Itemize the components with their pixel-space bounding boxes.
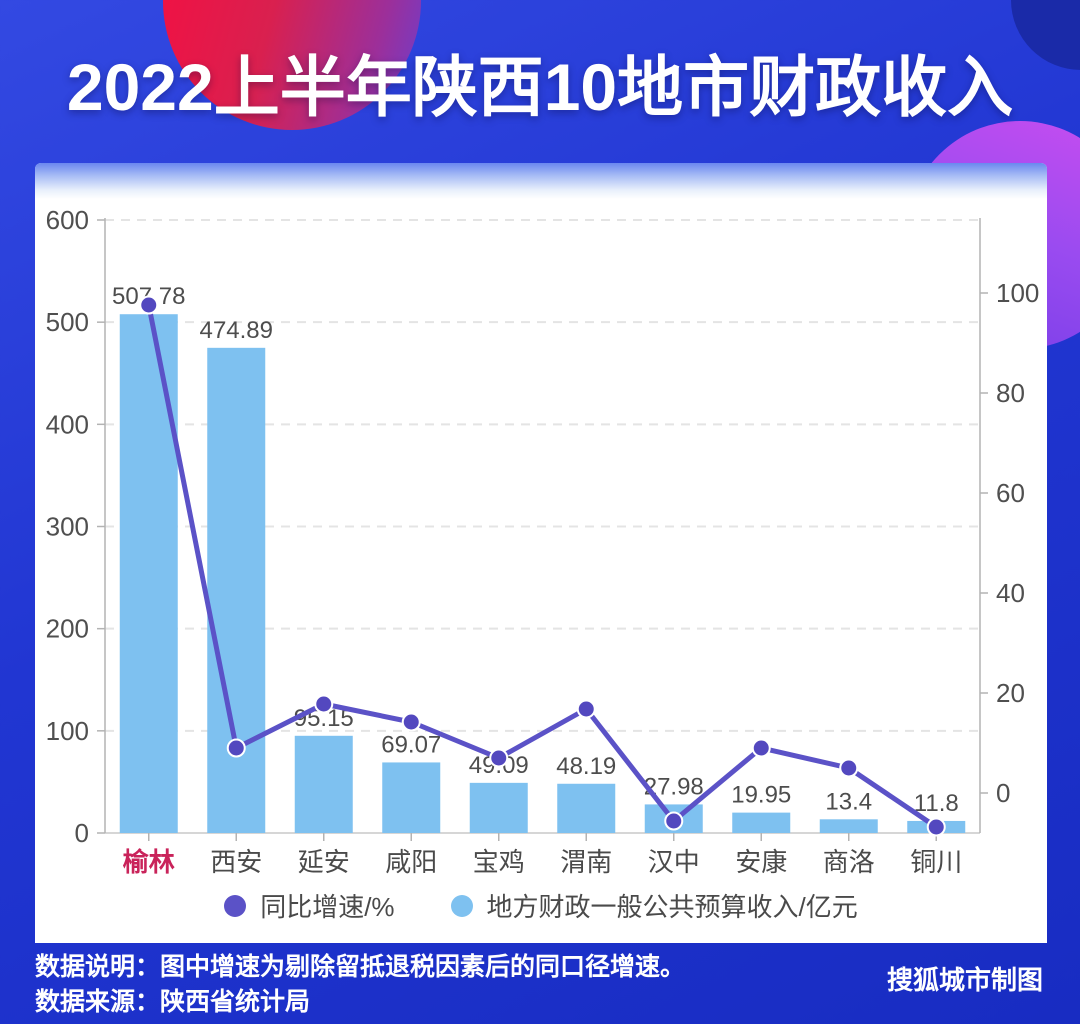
- combo-chart: 0100200300400500600020406080100507.78474…: [46, 205, 1040, 875]
- bar: [207, 347, 266, 833]
- credit-text: 搜狐城市制图: [886, 965, 1043, 995]
- left-axis-tick-label: 300: [46, 512, 89, 542]
- line-marker: [489, 748, 509, 768]
- legend-item-growth: 同比增速/%: [224, 887, 395, 924]
- page-title: 2022上半年陕西10地市财政收入: [66, 50, 1014, 124]
- legend-label-revenue: 地方财政一般公共预算收入/亿元: [486, 892, 858, 922]
- bar-value-label: 19.95: [731, 782, 791, 809]
- data-note-line: 数据说明：图中增速为剔除留抵退税因素后的同口径增速。: [35, 953, 686, 981]
- right-axis-tick-label: 40: [996, 578, 1025, 608]
- left-axis-tick-label: 500: [46, 307, 89, 337]
- footer: 数据说明：图中增速为剔除留抵退税因素后的同口径增速。 数据来源：陕西省统计局 搜…: [35, 950, 1045, 1020]
- x-axis-label: 咸阳: [385, 847, 437, 875]
- bar: [382, 762, 441, 833]
- bar: [819, 819, 878, 833]
- right-axis-tick-label: 20: [996, 678, 1025, 708]
- line-marker: [401, 712, 421, 732]
- left-axis-tick-label: 0: [75, 818, 89, 848]
- bar-value-label: 69.07: [381, 731, 441, 758]
- right-axis-tick-label: 0: [996, 778, 1010, 808]
- line-marker: [576, 699, 596, 719]
- growth-legend-dot-icon: [224, 894, 247, 917]
- line-marker: [839, 758, 859, 778]
- line-marker: [314, 694, 334, 714]
- line-marker: [226, 738, 246, 758]
- right-axis-tick-label: 80: [996, 378, 1025, 408]
- x-axis-label: 宝鸡: [473, 847, 525, 875]
- chart-legend: 同比增速/% 地方财政一般公共预算收入/亿元: [35, 887, 1047, 924]
- left-axis-tick-label: 600: [46, 205, 89, 235]
- line-marker: [664, 811, 684, 831]
- bar: [119, 314, 178, 833]
- left-axis-tick-label: 400: [46, 409, 89, 439]
- x-axis-label: 榆林: [123, 847, 175, 875]
- bar: [469, 782, 528, 833]
- right-axis-tick-label: 60: [996, 478, 1025, 508]
- card-top-gloss: [35, 163, 1047, 199]
- right-axis-tick-label: 100: [996, 278, 1039, 308]
- bar-value-label: 48.19: [556, 753, 616, 780]
- bar: [294, 735, 353, 833]
- x-axis-label: 商洛: [823, 847, 875, 875]
- bar: [557, 783, 616, 833]
- growth-line: [146, 302, 939, 830]
- legend-label-growth: 同比增速/%: [260, 892, 395, 922]
- x-axis-label: 安康: [735, 847, 787, 875]
- x-axis-label: 铜川: [910, 847, 962, 875]
- x-axis-label: 汉中: [648, 847, 700, 875]
- x-axis-label: 渭南: [560, 847, 612, 875]
- bar-value-label: 11.8: [914, 790, 959, 817]
- line-marker: [139, 295, 159, 315]
- line-marker: [751, 738, 771, 758]
- bar-value-label: 474.89: [200, 317, 273, 344]
- bar-value-label: 13.4: [825, 788, 872, 815]
- legend-item-revenue: 地方财政一般公共预算收入/亿元: [450, 887, 858, 924]
- left-axis-tick-label: 100: [46, 716, 89, 746]
- x-axis-label: 延安: [298, 847, 350, 875]
- data-source-line: 数据来源：陕西省统计局: [35, 988, 311, 1016]
- line-marker: [926, 817, 946, 837]
- revenue-legend-dot-icon: [450, 894, 473, 917]
- bar: [732, 812, 791, 833]
- left-axis-tick-label: 200: [46, 614, 89, 644]
- chart-card: 0100200300400500600020406080100507.78474…: [35, 163, 1047, 943]
- x-axis-label: 西安: [210, 847, 262, 875]
